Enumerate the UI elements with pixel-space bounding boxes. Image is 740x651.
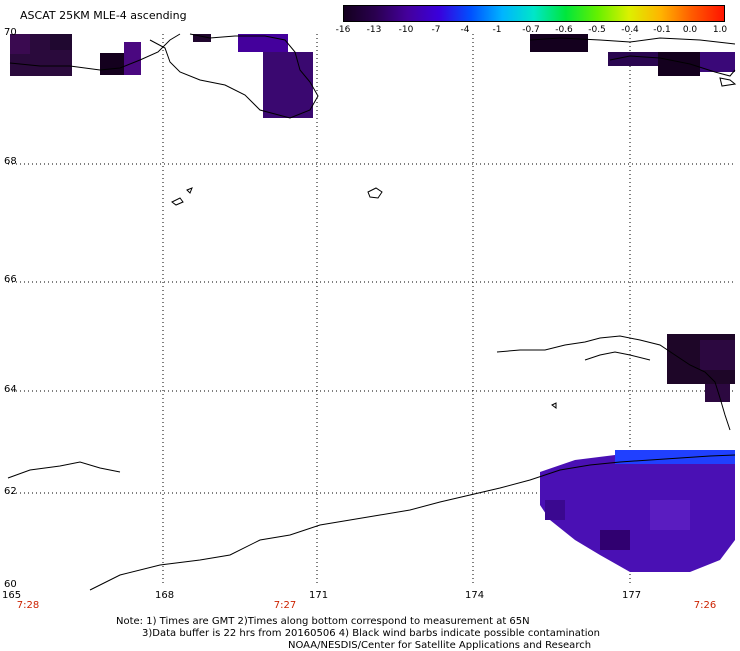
colorbar-label: -0.4 [621, 25, 639, 35]
colorbar [343, 5, 725, 22]
colorbar-label: -0.6 [555, 25, 573, 35]
swath-cell [545, 500, 565, 520]
swath-cell [10, 34, 30, 54]
swath-cell [608, 52, 658, 66]
coastline [7, 461, 121, 479]
colorbar-labels: -16 -13 -10 -7 -4 -1 -0.7 -0.6 -0.5 -0.4… [0, 0, 740, 40]
coastline [719, 77, 737, 87]
coastlines [7, 33, 737, 591]
lat-label: 60 [4, 579, 17, 590]
coastline [9, 33, 181, 71]
footnote-line: 3)Data buffer is 22 hrs from 20160506 4)… [142, 628, 600, 639]
lon-label: 174 [465, 590, 485, 601]
coastline [171, 197, 184, 206]
colorbar-label: -0.1 [653, 25, 671, 35]
footnote-line: Note: 1) Times are GMT 2)Times along bot… [116, 616, 530, 627]
lat-label: 68 [4, 156, 17, 167]
colorbar-label: -16 [335, 25, 351, 35]
swath-cells [10, 34, 735, 572]
lon-label: 165 [2, 590, 22, 601]
lat-label: 66 [4, 274, 17, 285]
lon-label: 168 [155, 590, 175, 601]
colorbar-label: -1 [492, 25, 502, 35]
swath-cell [700, 52, 735, 72]
colorbar-label: -4 [460, 25, 470, 35]
swath-cell [658, 52, 700, 76]
lon-label: 171 [309, 590, 329, 601]
swath-cell [530, 34, 588, 52]
swath-cell [650, 500, 690, 530]
coastline [367, 187, 383, 199]
colorbar-label: -13 [366, 25, 382, 35]
coastline [584, 351, 651, 361]
swath-cell [50, 34, 72, 50]
coastline [551, 402, 557, 409]
swath-cell [700, 340, 735, 370]
colorbar-label: -0.7 [522, 25, 540, 35]
swath-cell [600, 530, 630, 550]
map-title: ASCAT 25KM MLE-4 ascending [20, 9, 187, 22]
swath-cell [238, 34, 288, 52]
time-label: 7:26 [693, 600, 717, 611]
colorbar-label: -0.5 [588, 25, 606, 35]
coastline [609, 55, 736, 77]
coastline [149, 33, 319, 119]
swath-cell [100, 53, 124, 75]
coastline [496, 335, 731, 431]
coastline [186, 187, 193, 194]
footnote-line: NOAA/NESDIS/Center for Satellite Applica… [288, 640, 592, 651]
swath-cell [540, 450, 735, 572]
swath-cell [193, 34, 211, 42]
swath-cell [124, 42, 141, 75]
swath-cell [263, 52, 313, 118]
lat-label: 62 [4, 486, 17, 497]
colorbar-label: -7 [431, 25, 441, 35]
coastline [89, 454, 736, 591]
colorbar-label: 0.0 [682, 25, 698, 35]
lon-label: 177 [622, 590, 642, 601]
coastline [529, 37, 736, 45]
colorbar-label: 1.0 [712, 25, 728, 35]
time-label: 7:27 [273, 600, 297, 611]
swath-cell [705, 384, 730, 402]
colorbar-gradient [344, 6, 724, 21]
colorbar-label: -10 [398, 25, 414, 35]
lat-label: 64 [4, 384, 17, 395]
time-label: 7:28 [16, 600, 40, 611]
swath-cell [615, 450, 735, 464]
lat-label: 70 [4, 27, 17, 38]
